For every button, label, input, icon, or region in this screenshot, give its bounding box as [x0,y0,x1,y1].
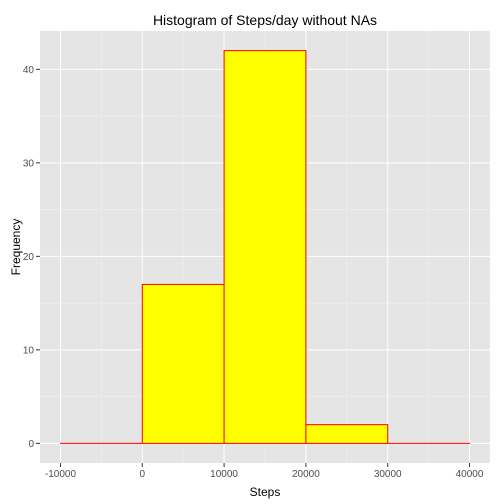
x-tick-label: 20000 [292,469,320,480]
histogram-bar [224,51,306,444]
x-axis-ticks: -10000 0 10000 20000 30000 40000 [45,463,484,480]
x-tick-label: 10000 [210,469,238,480]
y-axis-ticks: 0 10 20 30 40 [23,65,40,450]
x-axis-label: Steps [250,485,281,499]
y-tick-label: 0 [28,439,34,450]
x-tick-label: 0 [139,469,145,480]
histogram-bar [306,425,388,444]
y-tick-label: 40 [23,65,35,76]
x-tick-label: 40000 [456,469,484,480]
y-tick-label: 30 [23,158,35,169]
y-axis-label: Frequency [9,219,23,276]
y-tick-label: 10 [23,345,35,356]
x-tick-label: -10000 [45,469,77,480]
histogram-bar [142,284,224,443]
x-tick-label: 30000 [374,469,402,480]
chart-title: Histogram of Steps/day without NAs [153,12,377,28]
y-tick-label: 20 [23,252,35,263]
